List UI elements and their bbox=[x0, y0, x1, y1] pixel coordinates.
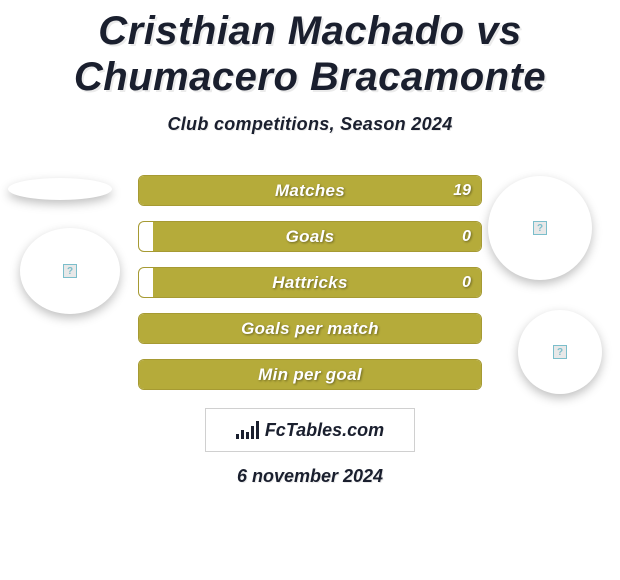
page-subtitle: Club competitions, Season 2024 bbox=[0, 114, 620, 135]
bar-chart-icon bbox=[236, 421, 259, 439]
stat-value: 19 bbox=[453, 182, 471, 200]
stat-label: Matches bbox=[139, 181, 481, 201]
stat-bar-min-per-goal: Min per goal bbox=[138, 359, 482, 390]
stat-label: Goals per match bbox=[139, 319, 481, 339]
footer-date: 6 november 2024 bbox=[0, 466, 620, 487]
stat-bar-matches: Matches 19 bbox=[138, 175, 482, 206]
stats-container: Matches 19 Goals 0 Hattricks 0 Goals per… bbox=[138, 175, 482, 390]
stat-value: 0 bbox=[462, 274, 471, 292]
stat-bar-goals-per-match: Goals per match bbox=[138, 313, 482, 344]
image-placeholder-icon: ? bbox=[63, 264, 77, 278]
branding-badge: FcTables.com bbox=[205, 408, 415, 452]
image-placeholder-icon: ? bbox=[533, 221, 547, 235]
stat-bar-hattricks: Hattricks 0 bbox=[138, 267, 482, 298]
page-title: Cristhian Machado vs Chumacero Bracamont… bbox=[0, 0, 620, 100]
stat-label: Min per goal bbox=[139, 365, 481, 385]
stat-value: 0 bbox=[462, 228, 471, 246]
stat-bar-goals: Goals 0 bbox=[138, 221, 482, 252]
stat-label: Hattricks bbox=[139, 273, 481, 293]
branding-text: FcTables.com bbox=[265, 420, 384, 441]
image-placeholder-icon: ? bbox=[553, 345, 567, 359]
avatar-left: ? bbox=[20, 228, 120, 314]
avatar-right-2: ? bbox=[518, 310, 602, 394]
avatar-right-1: ? bbox=[488, 176, 592, 280]
avatar-left-shadow bbox=[8, 178, 112, 200]
stat-label: Goals bbox=[139, 227, 481, 247]
